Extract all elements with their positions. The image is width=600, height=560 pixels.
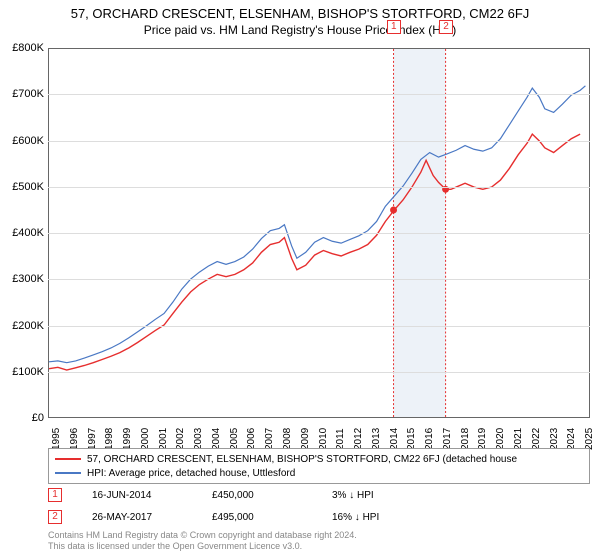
x-axis-label: 1999 [122, 428, 133, 450]
legend-label: HPI: Average price, detached house, Uttl… [87, 468, 295, 479]
x-axis-label: 2018 [460, 428, 471, 450]
x-axis-label: 2003 [193, 428, 204, 450]
sale-marker-icon: 1 [387, 20, 401, 34]
legend-swatch [55, 472, 81, 474]
sale-diff: 16% ↓ HPI [332, 512, 452, 523]
x-axis-label: 2015 [406, 428, 417, 450]
x-axis-label: 2017 [442, 428, 453, 450]
x-axis-label: 2010 [318, 428, 329, 450]
y-axis-label: £700K [12, 88, 44, 100]
sale-price: £450,000 [212, 490, 332, 501]
table-row: 1 16-JUN-2014 £450,000 3% ↓ HPI [48, 484, 590, 506]
x-axis-label: 2023 [549, 428, 560, 450]
y-axis-label: £100K [12, 366, 44, 378]
sale-marker-icon: 2 [439, 20, 453, 34]
sale-date: 26-MAY-2017 [92, 512, 212, 523]
sale-marker-icon: 1 [48, 488, 62, 502]
x-axis-label: 1995 [51, 428, 62, 450]
chart-title: 57, ORCHARD CRESCENT, ELSENHAM, BISHOP'S… [0, 0, 600, 21]
gridline [48, 187, 590, 188]
legend: 57, ORCHARD CRESCENT, ELSENHAM, BISHOP'S… [48, 448, 590, 484]
x-axis-label: 2024 [566, 428, 577, 450]
sales-table: 1 16-JUN-2014 £450,000 3% ↓ HPI 2 26-MAY… [48, 484, 590, 528]
y-axis-label: £0 [32, 412, 44, 424]
x-axis-label: 2000 [140, 428, 151, 450]
y-axis-label: £600K [12, 135, 44, 147]
x-axis-label: 1997 [87, 428, 98, 450]
x-axis-label: 2020 [495, 428, 506, 450]
gridline [48, 372, 590, 373]
x-axis-label: 2005 [229, 428, 240, 450]
x-axis-label: 2007 [264, 428, 275, 450]
gridline [48, 326, 590, 327]
gridline [48, 94, 590, 95]
x-axis-label: 2013 [371, 428, 382, 450]
x-axis-label: 2011 [335, 428, 346, 450]
legend-swatch [55, 458, 81, 460]
x-axis-label: 2019 [477, 428, 488, 450]
footer-attribution: Contains HM Land Registry data © Crown c… [48, 530, 590, 553]
y-axis-label: £200K [12, 320, 44, 332]
legend-item: 57, ORCHARD CRESCENT, ELSENHAM, BISHOP'S… [55, 452, 583, 466]
sale-date: 16-JUN-2014 [92, 490, 212, 501]
x-axis-label: 2004 [211, 428, 222, 450]
x-axis-label: 2009 [300, 428, 311, 450]
footer-line: This data is licensed under the Open Gov… [48, 541, 590, 552]
x-axis-label: 2014 [389, 428, 400, 450]
x-axis-label: 1996 [69, 428, 80, 450]
x-axis-label: 2025 [584, 428, 595, 450]
sale-price: £495,000 [212, 512, 332, 523]
gridline [48, 141, 590, 142]
chart-subtitle: Price paid vs. HM Land Registry's House … [0, 21, 600, 37]
y-axis-label: £400K [12, 227, 44, 239]
x-axis-label: 2002 [175, 428, 186, 450]
x-axis-label: 2016 [424, 428, 435, 450]
y-axis-label: £500K [12, 181, 44, 193]
x-axis-label: 2022 [531, 428, 542, 450]
sale-diff: 3% ↓ HPI [332, 490, 452, 501]
x-axis-label: 2012 [353, 428, 364, 450]
table-row: 2 26-MAY-2017 £495,000 16% ↓ HPI [48, 506, 590, 528]
x-axis-label: 2008 [282, 428, 293, 450]
y-axis-label: £300K [12, 273, 44, 285]
gridline [48, 233, 590, 234]
x-axis-label: 2021 [513, 428, 524, 450]
y-axis-label: £800K [12, 42, 44, 54]
legend-label: 57, ORCHARD CRESCENT, ELSENHAM, BISHOP'S… [87, 454, 517, 465]
sale-marker-icon: 2 [48, 510, 62, 524]
x-axis-label: 1998 [104, 428, 115, 450]
gridline [48, 279, 590, 280]
footer-line: Contains HM Land Registry data © Crown c… [48, 530, 590, 541]
x-axis-label: 2001 [158, 428, 169, 450]
x-axis-label: 2006 [246, 428, 257, 450]
legend-item: HPI: Average price, detached house, Uttl… [55, 466, 583, 480]
